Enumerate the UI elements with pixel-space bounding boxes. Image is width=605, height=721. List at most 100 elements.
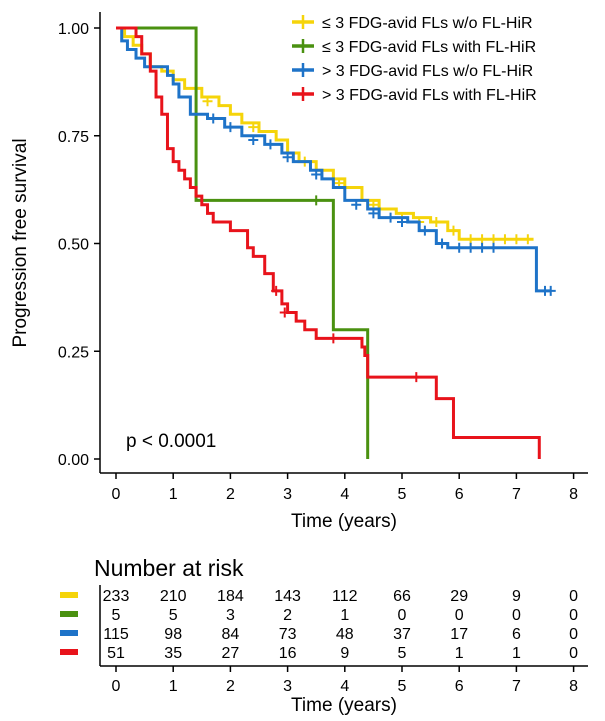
- censor-mark: [437, 238, 448, 249]
- risk-count-cell: 73: [279, 626, 297, 643]
- censor-mark: [431, 216, 442, 227]
- legend-label: > 3 FDG-avid FLs w/o FL-HiR: [322, 63, 533, 80]
- censor-mark: [465, 242, 476, 253]
- legend-label: ≤ 3 FDG-avid FLs with FL-HiR: [322, 39, 536, 56]
- risk-count-cell: 115: [103, 626, 129, 643]
- risk-count-cell: 98: [164, 626, 182, 643]
- y-tick-label: 0.25: [58, 344, 89, 361]
- risk-count-cell: 0: [569, 645, 578, 662]
- risk-count-cell: 9: [340, 645, 349, 662]
- censor-mark: [465, 234, 476, 245]
- legend-label: ≤ 3 FDG-avid FLs w/o FL-HiR: [322, 15, 533, 32]
- censor-mark: [279, 307, 290, 318]
- x-tick-label: 2: [226, 486, 235, 503]
- plot-axes: [99, 12, 588, 474]
- x-ticks: 0 1 2 3 4 5 6 7 8: [112, 473, 578, 503]
- y-tick-label: 0.00: [58, 452, 89, 469]
- censor-mark: [419, 225, 430, 236]
- x-tick-label: 5: [398, 486, 407, 503]
- censor-mark: [448, 225, 459, 236]
- censor-mark: [488, 242, 499, 253]
- risk-count-cell: 1: [455, 645, 464, 662]
- y-tick-label: 0.75: [58, 129, 89, 146]
- x-tick-label: 0: [112, 486, 121, 503]
- survival-curve-series-1: [116, 26, 534, 241]
- risk-count-cell: 0: [512, 607, 521, 624]
- survival-curve-series-3: [116, 26, 551, 293]
- y-tick-label: 0.50: [58, 237, 89, 254]
- x-tick-label: 1: [169, 486, 178, 503]
- risk-count-cell: 0: [569, 607, 578, 624]
- risk-x-tick-label: 4: [340, 678, 349, 695]
- censor-mark: [311, 195, 322, 206]
- risk-count-cell: 37: [393, 626, 411, 643]
- x-axis-label: Time (years): [291, 511, 397, 532]
- risk-count-cell: 233: [103, 588, 130, 605]
- survival-curve-series-2: [116, 26, 370, 459]
- risk-count-cell: 66: [393, 588, 411, 605]
- censor-mark: [311, 169, 322, 180]
- risk-count-cell: 17: [450, 626, 468, 643]
- risk-count-cell: 27: [222, 645, 240, 662]
- risk-count-cell: 5: [112, 607, 121, 624]
- y-tick-label: 1.00: [58, 21, 89, 38]
- risk-table-title: Number at risk: [94, 555, 244, 581]
- censor-mark: [225, 122, 236, 133]
- censor-mark: [385, 212, 396, 223]
- censor-mark: [248, 122, 259, 133]
- risk-count-cell: 0: [569, 626, 578, 643]
- censor-mark: [271, 285, 282, 296]
- risk-x-tick-label: 1: [169, 678, 178, 695]
- censor-mark: [368, 208, 379, 219]
- risk-count-cell: 184: [217, 588, 244, 605]
- censor-mark: [488, 234, 499, 245]
- x-tick-label: 6: [455, 486, 464, 503]
- risk-table-x-ticks: 0 1 2 3 4 5 6 7 8: [112, 666, 578, 695]
- risk-count-cell: 1: [340, 607, 349, 624]
- risk-count-cell: 29: [450, 588, 468, 605]
- censor-mark: [511, 234, 522, 245]
- risk-count-cell: 2: [283, 607, 292, 624]
- risk-x-tick-label: 8: [569, 678, 578, 695]
- risk-count-cell: 0: [455, 607, 464, 624]
- y-axis-label: Progression free survival: [10, 138, 31, 347]
- risk-count-cell: 5: [398, 645, 407, 662]
- risk-count-cell: 3: [226, 607, 235, 624]
- x-tick-label: 4: [340, 486, 349, 503]
- legend: ≤ 3 FDG-avid FLs w/o FL-HiR ≤ 3 FDG-avid …: [292, 15, 537, 104]
- risk-count-cell: 35: [164, 645, 182, 662]
- censor-mark: [328, 333, 339, 344]
- risk-x-tick-label: 5: [398, 678, 407, 695]
- censor-mark: [202, 96, 213, 107]
- risk-count-cell: 16: [279, 645, 297, 662]
- censor-mark: [351, 199, 362, 210]
- risk-count-cell: 48: [336, 626, 354, 643]
- censor-mark: [454, 242, 465, 253]
- risk-count-cell: 84: [222, 626, 240, 643]
- survival-curve-series-4: [116, 26, 541, 459]
- risk-count-cell: 0: [398, 607, 407, 624]
- censor-mark: [265, 139, 276, 150]
- risk-count-cell: 210: [160, 588, 187, 605]
- risk-x-tick-label: 7: [512, 678, 521, 695]
- y-ticks: 0.00 0.25 0.50 0.75 1.00: [58, 21, 100, 469]
- censor-mark: [499, 234, 510, 245]
- survival-curves: [116, 26, 556, 459]
- risk-count-cell: 51: [107, 645, 125, 662]
- x-tick-label: 8: [569, 486, 578, 503]
- risk-x-tick-label: 3: [283, 678, 292, 695]
- risk-count-cell: 1: [512, 645, 521, 662]
- x-tick-label: 3: [283, 486, 292, 503]
- risk-count-cell: 9: [512, 588, 521, 605]
- risk-count-cell: 143: [274, 588, 301, 605]
- risk-count-cell: 6: [512, 626, 521, 643]
- censor-mark: [208, 113, 219, 124]
- legend-label: > 3 FDG-avid FLs with FL-HiR: [322, 87, 537, 104]
- censor-mark: [282, 152, 293, 163]
- risk-count-cell: 0: [569, 588, 578, 605]
- risk-table-x-axis-label: Time (years): [291, 695, 397, 716]
- risk-x-tick-label: 0: [112, 678, 121, 695]
- censor-mark: [477, 242, 488, 253]
